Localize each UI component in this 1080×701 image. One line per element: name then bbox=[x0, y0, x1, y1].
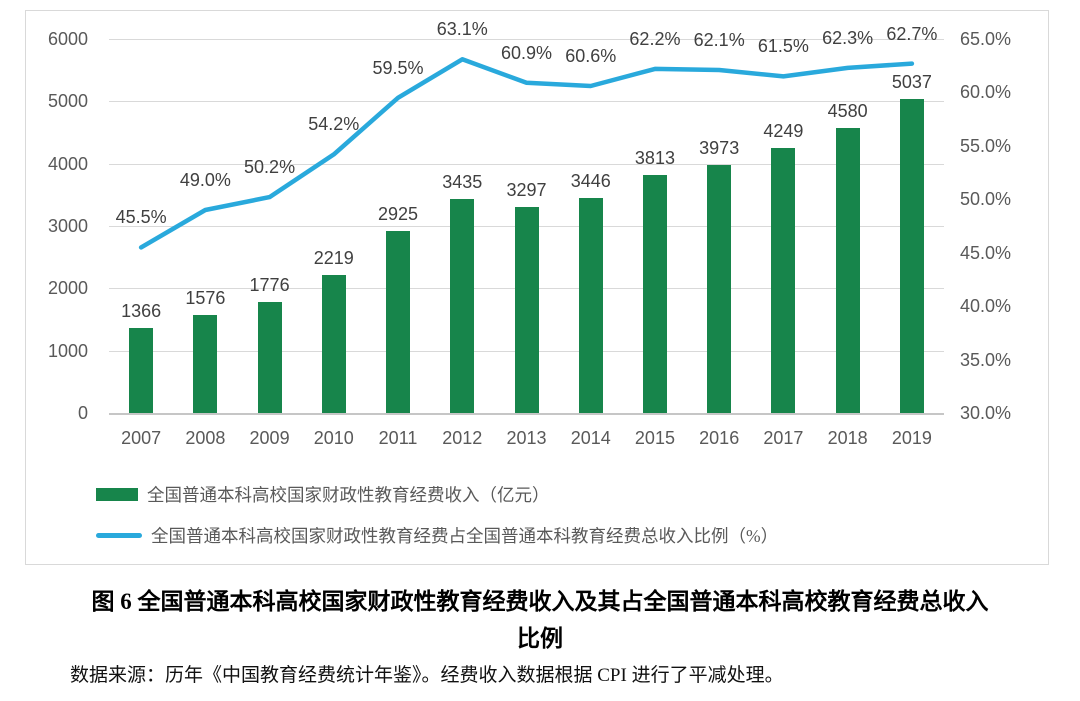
bar-value-label: 3297 bbox=[506, 180, 547, 201]
x-axis-tick-label: 2016 bbox=[699, 428, 740, 448]
x-axis-tick-label: 2007 bbox=[121, 428, 162, 448]
bar bbox=[771, 148, 796, 413]
pct-axis-tick-label: 35.0% bbox=[960, 349, 1012, 370]
bar-value-label: 4249 bbox=[763, 121, 804, 142]
x-axis-tick-label: 2018 bbox=[827, 428, 868, 448]
y-axis-tick-label: 2000 bbox=[47, 278, 88, 299]
y-axis-tick-label: 3000 bbox=[47, 216, 88, 236]
line-point-label: 62.1% bbox=[693, 29, 745, 50]
bar bbox=[642, 175, 667, 413]
data-source-note: 数据来源：历年《中国教育经费统计年鉴》。经费收入数据根据 CPI 进行了平减处理… bbox=[70, 665, 784, 686]
chart-area: 6000 5000 4000 3000 2000 1000 0 65.0% 60.0% 55.0%… bbox=[25, 10, 1049, 565]
x-axis-tick-label: 2008 bbox=[185, 428, 226, 448]
line-series-swatch bbox=[96, 533, 142, 538]
bar bbox=[129, 327, 154, 413]
pct-axis-tick-label: 30.0% bbox=[960, 403, 1012, 423]
gridline bbox=[109, 163, 944, 165]
gridline bbox=[109, 39, 944, 40]
bar-value-label: 3973 bbox=[699, 138, 740, 159]
y-axis-tick-label: 5000 bbox=[47, 91, 88, 112]
legend-label-line: 全国普通本科高校国家财政性教育经费占全国普通本科教育经费总收入比例（%） bbox=[151, 526, 779, 546]
bar bbox=[321, 274, 346, 413]
line-point-label: 54.2% bbox=[308, 114, 360, 135]
bar-value-label: 1576 bbox=[185, 287, 226, 308]
y-axis-tick-label: 6000 bbox=[47, 29, 88, 49]
x-axis-tick-label: 2014 bbox=[570, 428, 611, 448]
bar-value-label: 3813 bbox=[634, 148, 675, 169]
line-point-label: 49.0% bbox=[179, 169, 231, 190]
bar bbox=[193, 314, 218, 413]
gridline bbox=[109, 101, 944, 103]
legend-item-bar: 全国普通本科高校国家财政性教育经费收入（亿元） bbox=[96, 482, 550, 507]
bar bbox=[707, 165, 732, 413]
x-axis-tick-label: 2011 bbox=[378, 428, 418, 448]
legend-item-line: 全国普通本科高校国家财政性教育经费占全国普通本科教育经费总收入比例（%） bbox=[96, 523, 778, 548]
line-point-label: 61.5% bbox=[757, 36, 809, 57]
line-point-label: 59.5% bbox=[372, 57, 424, 78]
line-point-label: 62.7% bbox=[886, 23, 938, 44]
y-axis-tick-label: 0 bbox=[77, 403, 88, 423]
pct-axis-tick-label: 60.0% bbox=[960, 82, 1012, 103]
bar-value-label: 1776 bbox=[249, 275, 290, 296]
x-axis-tick-label: 2015 bbox=[634, 428, 675, 448]
bar bbox=[514, 207, 539, 413]
legend-label-bar: 全国普通本科高校国家财政性教育经费收入（亿元） bbox=[147, 485, 550, 505]
bar-value-label: 3435 bbox=[442, 171, 483, 192]
gridline bbox=[109, 413, 944, 415]
figure-caption: 图 6 全国普通本科高校国家财政性教育经费收入及其占全国普通本科高校教育经费总收… bbox=[91, 589, 989, 651]
line-point-label: 62.3% bbox=[822, 27, 874, 48]
x-axis-tick-label: 2019 bbox=[891, 428, 932, 448]
pct-axis-tick-label: 40.0% bbox=[960, 296, 1012, 317]
x-axis-tick-label: 2017 bbox=[763, 428, 804, 448]
bar-value-label: 4580 bbox=[827, 100, 868, 121]
line-point-label: 62.2% bbox=[629, 28, 681, 49]
bar-value-label: 2219 bbox=[313, 247, 354, 268]
bar-value-label: 3446 bbox=[570, 171, 611, 192]
y-axis-tick-label: 4000 bbox=[47, 153, 88, 174]
bar-value-label: 5037 bbox=[891, 72, 932, 93]
line-point-label: 50.2% bbox=[244, 157, 296, 178]
bar bbox=[450, 198, 475, 413]
line-point-label: 63.1% bbox=[436, 19, 488, 40]
x-axis-tick-label: 2012 bbox=[442, 428, 483, 448]
x-axis-tick-label: 2013 bbox=[506, 428, 547, 448]
bar bbox=[835, 127, 860, 413]
bar bbox=[578, 198, 603, 413]
line-point-label: 60.6% bbox=[565, 46, 617, 67]
pct-axis-tick-label: 45.0% bbox=[960, 242, 1012, 263]
bar bbox=[257, 302, 282, 413]
pct-axis-tick-label: 50.0% bbox=[960, 189, 1012, 210]
x-axis-tick-label: 2009 bbox=[249, 428, 290, 448]
bar-value-label: 2925 bbox=[378, 203, 419, 224]
line-point-label: 45.5% bbox=[115, 207, 167, 228]
line-point-label: 60.9% bbox=[500, 42, 553, 63]
plot-area: 6000 5000 4000 3000 2000 1000 0 65.0% 60.0% 55.0%… bbox=[26, 11, 1048, 564]
bar-value-label: 1366 bbox=[121, 300, 162, 321]
x-axis-tick-label: 2010 bbox=[313, 428, 354, 448]
trend-line bbox=[138, 57, 915, 250]
bar-series-swatch bbox=[96, 488, 138, 501]
pct-axis-tick-label: 65.0% bbox=[960, 29, 1012, 49]
bar bbox=[386, 230, 411, 413]
pct-axis-tick-label: 55.0% bbox=[960, 135, 1012, 156]
y-axis-tick-label: 1000 bbox=[47, 340, 88, 361]
bar bbox=[899, 99, 924, 413]
